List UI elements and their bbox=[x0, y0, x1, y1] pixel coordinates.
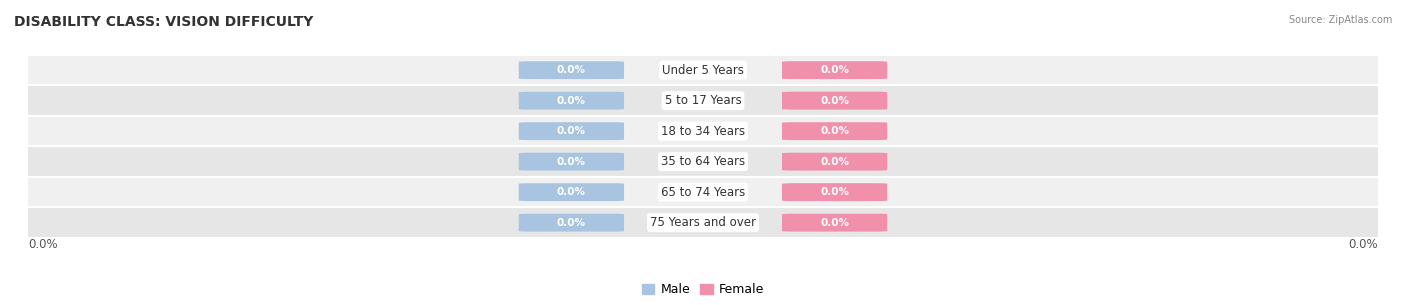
FancyBboxPatch shape bbox=[519, 153, 624, 170]
FancyBboxPatch shape bbox=[519, 61, 624, 79]
Text: 0.0%: 0.0% bbox=[557, 187, 586, 197]
FancyBboxPatch shape bbox=[782, 122, 887, 140]
Bar bbox=[28, 207, 1378, 238]
Text: 0.0%: 0.0% bbox=[820, 96, 849, 106]
FancyBboxPatch shape bbox=[519, 92, 624, 109]
Text: 0.0%: 0.0% bbox=[557, 126, 586, 136]
Text: 75 Years and over: 75 Years and over bbox=[650, 216, 756, 229]
Text: 0.0%: 0.0% bbox=[557, 218, 586, 228]
Text: 0.0%: 0.0% bbox=[557, 65, 586, 75]
Bar bbox=[28, 85, 1378, 116]
FancyBboxPatch shape bbox=[782, 214, 887, 231]
FancyBboxPatch shape bbox=[519, 183, 624, 201]
FancyBboxPatch shape bbox=[519, 122, 624, 140]
Text: 5 to 17 Years: 5 to 17 Years bbox=[665, 94, 741, 107]
Text: 0.0%: 0.0% bbox=[820, 187, 849, 197]
Text: 0.0%: 0.0% bbox=[28, 238, 58, 251]
FancyBboxPatch shape bbox=[782, 61, 887, 79]
FancyBboxPatch shape bbox=[782, 183, 887, 201]
Legend: Male, Female: Male, Female bbox=[637, 278, 769, 301]
Bar bbox=[28, 55, 1378, 85]
Bar bbox=[28, 177, 1378, 207]
Text: 0.0%: 0.0% bbox=[1348, 238, 1378, 251]
Text: 0.0%: 0.0% bbox=[557, 157, 586, 167]
Text: 0.0%: 0.0% bbox=[820, 65, 849, 75]
Text: 0.0%: 0.0% bbox=[820, 218, 849, 228]
FancyBboxPatch shape bbox=[782, 92, 887, 109]
Text: 35 to 64 Years: 35 to 64 Years bbox=[661, 155, 745, 168]
Bar bbox=[28, 146, 1378, 177]
Text: 0.0%: 0.0% bbox=[820, 157, 849, 167]
Text: Under 5 Years: Under 5 Years bbox=[662, 64, 744, 77]
Text: 65 to 74 Years: 65 to 74 Years bbox=[661, 186, 745, 199]
FancyBboxPatch shape bbox=[519, 214, 624, 231]
Text: 18 to 34 Years: 18 to 34 Years bbox=[661, 125, 745, 138]
Text: DISABILITY CLASS: VISION DIFFICULTY: DISABILITY CLASS: VISION DIFFICULTY bbox=[14, 15, 314, 29]
Bar bbox=[28, 116, 1378, 146]
Text: 0.0%: 0.0% bbox=[820, 126, 849, 136]
FancyBboxPatch shape bbox=[782, 153, 887, 170]
Text: Source: ZipAtlas.com: Source: ZipAtlas.com bbox=[1288, 15, 1392, 25]
Text: 0.0%: 0.0% bbox=[557, 96, 586, 106]
